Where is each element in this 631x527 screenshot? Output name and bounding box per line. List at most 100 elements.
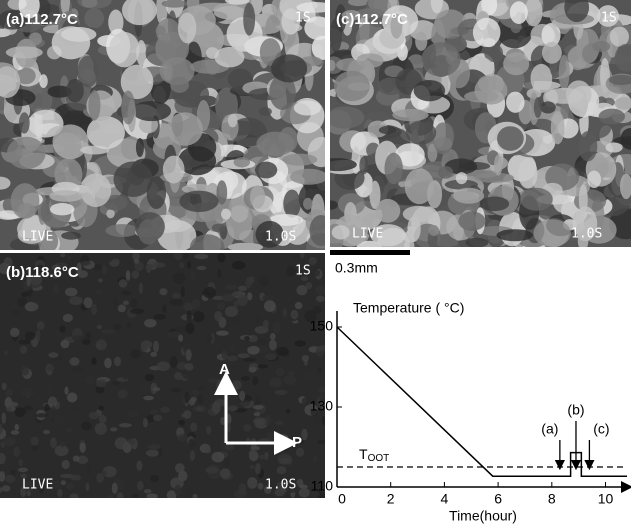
texture <box>112 381 120 386</box>
texture <box>25 331 36 340</box>
texture <box>37 321 45 330</box>
texture <box>263 320 269 329</box>
panel-mode: LIVE <box>22 230 53 245</box>
texture <box>265 353 277 360</box>
texture <box>36 329 41 341</box>
texture <box>134 363 147 369</box>
texture <box>11 401 15 411</box>
texture <box>119 423 132 427</box>
texture <box>25 302 39 311</box>
texture <box>167 112 203 145</box>
panel-label: (c)112.7°C <box>336 11 408 28</box>
texture <box>106 209 114 218</box>
texture <box>579 184 588 215</box>
texture <box>587 171 601 188</box>
texture <box>98 278 103 282</box>
panel-corner: 1S <box>601 11 617 26</box>
texture <box>255 396 260 401</box>
texture <box>146 450 159 457</box>
texture <box>252 376 258 385</box>
texture <box>318 345 329 351</box>
texture <box>65 427 72 432</box>
texture <box>134 259 139 264</box>
texture <box>225 306 238 317</box>
texture <box>249 450 255 458</box>
texture <box>160 380 167 386</box>
texture <box>69 357 79 365</box>
texture <box>98 406 103 411</box>
texture <box>220 468 231 478</box>
x-tick-label: 10 <box>598 491 614 507</box>
texture <box>87 116 125 149</box>
texture <box>72 335 84 341</box>
texture <box>279 458 290 464</box>
texture <box>295 302 303 309</box>
texture <box>84 8 104 28</box>
texture <box>146 494 157 499</box>
texture <box>191 299 200 309</box>
texture <box>428 225 439 236</box>
texture <box>193 494 198 499</box>
texture <box>247 346 260 355</box>
texture <box>4 350 8 356</box>
x-tick-label: 8 <box>548 491 556 507</box>
panel-label: (a)112.7°C <box>6 11 78 28</box>
texture <box>70 475 81 481</box>
texture <box>69 296 83 305</box>
texture <box>392 109 428 121</box>
texture <box>126 411 138 417</box>
texture <box>118 389 128 398</box>
texture <box>57 489 62 497</box>
texture <box>109 32 140 67</box>
texture <box>255 162 277 179</box>
texture <box>156 18 180 46</box>
texture <box>96 379 107 387</box>
texture <box>152 387 160 391</box>
texture <box>317 387 326 393</box>
texture <box>136 461 142 471</box>
texture <box>190 271 196 280</box>
texture <box>259 275 269 286</box>
texture <box>114 324 121 331</box>
texture <box>232 261 245 270</box>
texture <box>61 340 70 349</box>
texture <box>249 367 257 373</box>
texture <box>81 422 92 431</box>
texture <box>6 389 13 397</box>
texture <box>50 203 75 215</box>
texture <box>234 490 247 498</box>
texture <box>327 60 336 71</box>
texture <box>10 328 19 338</box>
texture <box>225 284 238 290</box>
texture <box>59 325 65 332</box>
texture <box>238 286 247 292</box>
texture <box>72 367 85 372</box>
texture <box>534 97 542 118</box>
texture <box>139 282 143 294</box>
texture <box>59 441 65 448</box>
texture <box>112 483 118 494</box>
texture <box>147 176 166 209</box>
texture <box>203 287 216 299</box>
texture <box>276 368 285 377</box>
texture <box>605 143 622 153</box>
texture <box>95 423 107 435</box>
texture <box>80 442 86 452</box>
texture <box>7 137 46 169</box>
scale-label: 0.3mm <box>335 260 378 276</box>
texture <box>206 426 211 435</box>
texture <box>131 298 137 307</box>
texture <box>259 107 272 116</box>
texture <box>474 173 514 183</box>
x-tick-label: 2 <box>387 491 395 507</box>
texture <box>318 367 322 373</box>
texture <box>5 475 15 483</box>
texture <box>302 355 309 362</box>
texture <box>186 486 193 497</box>
texture <box>194 253 208 259</box>
y-tick-label: 110 <box>311 478 334 494</box>
texture <box>456 172 467 184</box>
texture <box>96 473 104 483</box>
texture <box>163 156 185 184</box>
texture <box>221 209 231 220</box>
